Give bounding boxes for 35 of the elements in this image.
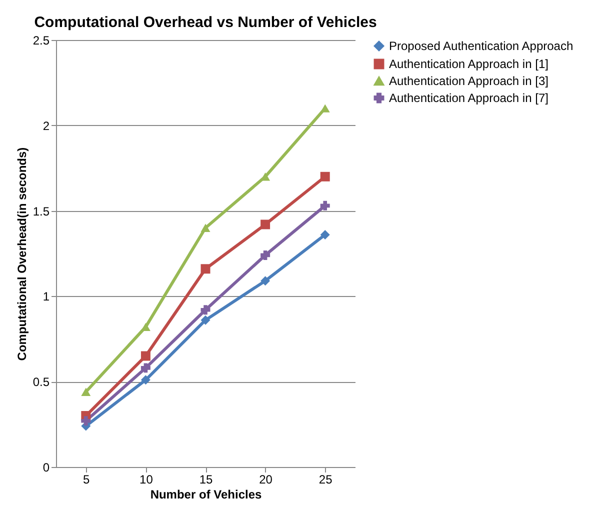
point <box>81 416 91 426</box>
legend-label: Authentication Approach in [3] <box>389 74 548 88</box>
point <box>260 220 270 230</box>
point <box>200 264 210 274</box>
y-tick-label: 2 <box>42 118 50 133</box>
y-tick-label: 0 <box>42 460 50 474</box>
point <box>140 363 150 373</box>
y-tick-label: 1.5 <box>32 204 50 218</box>
point <box>320 230 330 240</box>
point <box>81 388 91 396</box>
chart-title: Computational Overhead vs Number of Vehicles <box>34 14 377 31</box>
point <box>320 104 330 112</box>
point <box>140 375 150 385</box>
point <box>140 351 150 361</box>
point <box>260 276 270 286</box>
y-axis-title: Computational Overhead(in seconds) <box>14 147 29 361</box>
x-tick-label: 20 <box>259 472 273 486</box>
point <box>140 322 150 332</box>
x-tick-label: 5 <box>83 472 90 486</box>
legend-label: Authentication Approach in [1] <box>389 57 548 71</box>
y-tick-label: 2.5 <box>32 34 50 48</box>
point <box>200 305 210 315</box>
point <box>200 224 210 232</box>
point <box>320 200 330 210</box>
legend-label: Proposed Authentication Approach <box>389 39 574 53</box>
point <box>260 250 270 260</box>
legend-label: Authentication Approach in [7] <box>389 91 548 105</box>
x-tick-label: 25 <box>318 472 333 486</box>
x-axis-title: Number of Vehicles <box>150 488 262 502</box>
x-tick-label: 15 <box>199 472 213 486</box>
point <box>200 315 210 325</box>
y-tick-label: 1 <box>42 290 50 304</box>
y-tick-label: 0.5 <box>32 375 50 390</box>
x-tick-label: 10 <box>140 472 154 486</box>
point <box>320 172 330 182</box>
